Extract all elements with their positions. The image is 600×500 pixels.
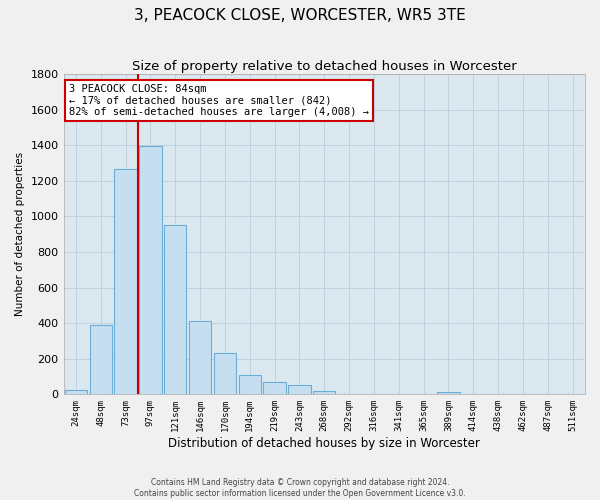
Bar [65, 390, 87, 394]
Text: Contains HM Land Registry data © Crown copyright and database right 2024.
Contai: Contains HM Land Registry data © Crown c… [134, 478, 466, 498]
Title: Size of property relative to detached houses in Worcester: Size of property relative to detached ho… [132, 60, 517, 73]
Bar [239, 375, 261, 394]
Bar [288, 384, 311, 394]
Text: 3, PEACOCK CLOSE, WORCESTER, WR5 3TE: 3, PEACOCK CLOSE, WORCESTER, WR5 3TE [134, 8, 466, 22]
Bar [115, 170, 137, 394]
Bar [313, 391, 335, 394]
Bar [437, 392, 460, 394]
Y-axis label: Number of detached properties: Number of detached properties [15, 152, 25, 316]
Bar [263, 382, 286, 394]
Text: 3 PEACOCK CLOSE: 84sqm
← 17% of detached houses are smaller (842)
82% of semi-de: 3 PEACOCK CLOSE: 84sqm ← 17% of detached… [69, 84, 369, 117]
Bar [89, 325, 112, 394]
X-axis label: Distribution of detached houses by size in Worcester: Distribution of detached houses by size … [169, 437, 480, 450]
Bar [164, 226, 187, 394]
Bar [139, 146, 161, 394]
Bar [189, 320, 211, 394]
Bar [214, 352, 236, 395]
